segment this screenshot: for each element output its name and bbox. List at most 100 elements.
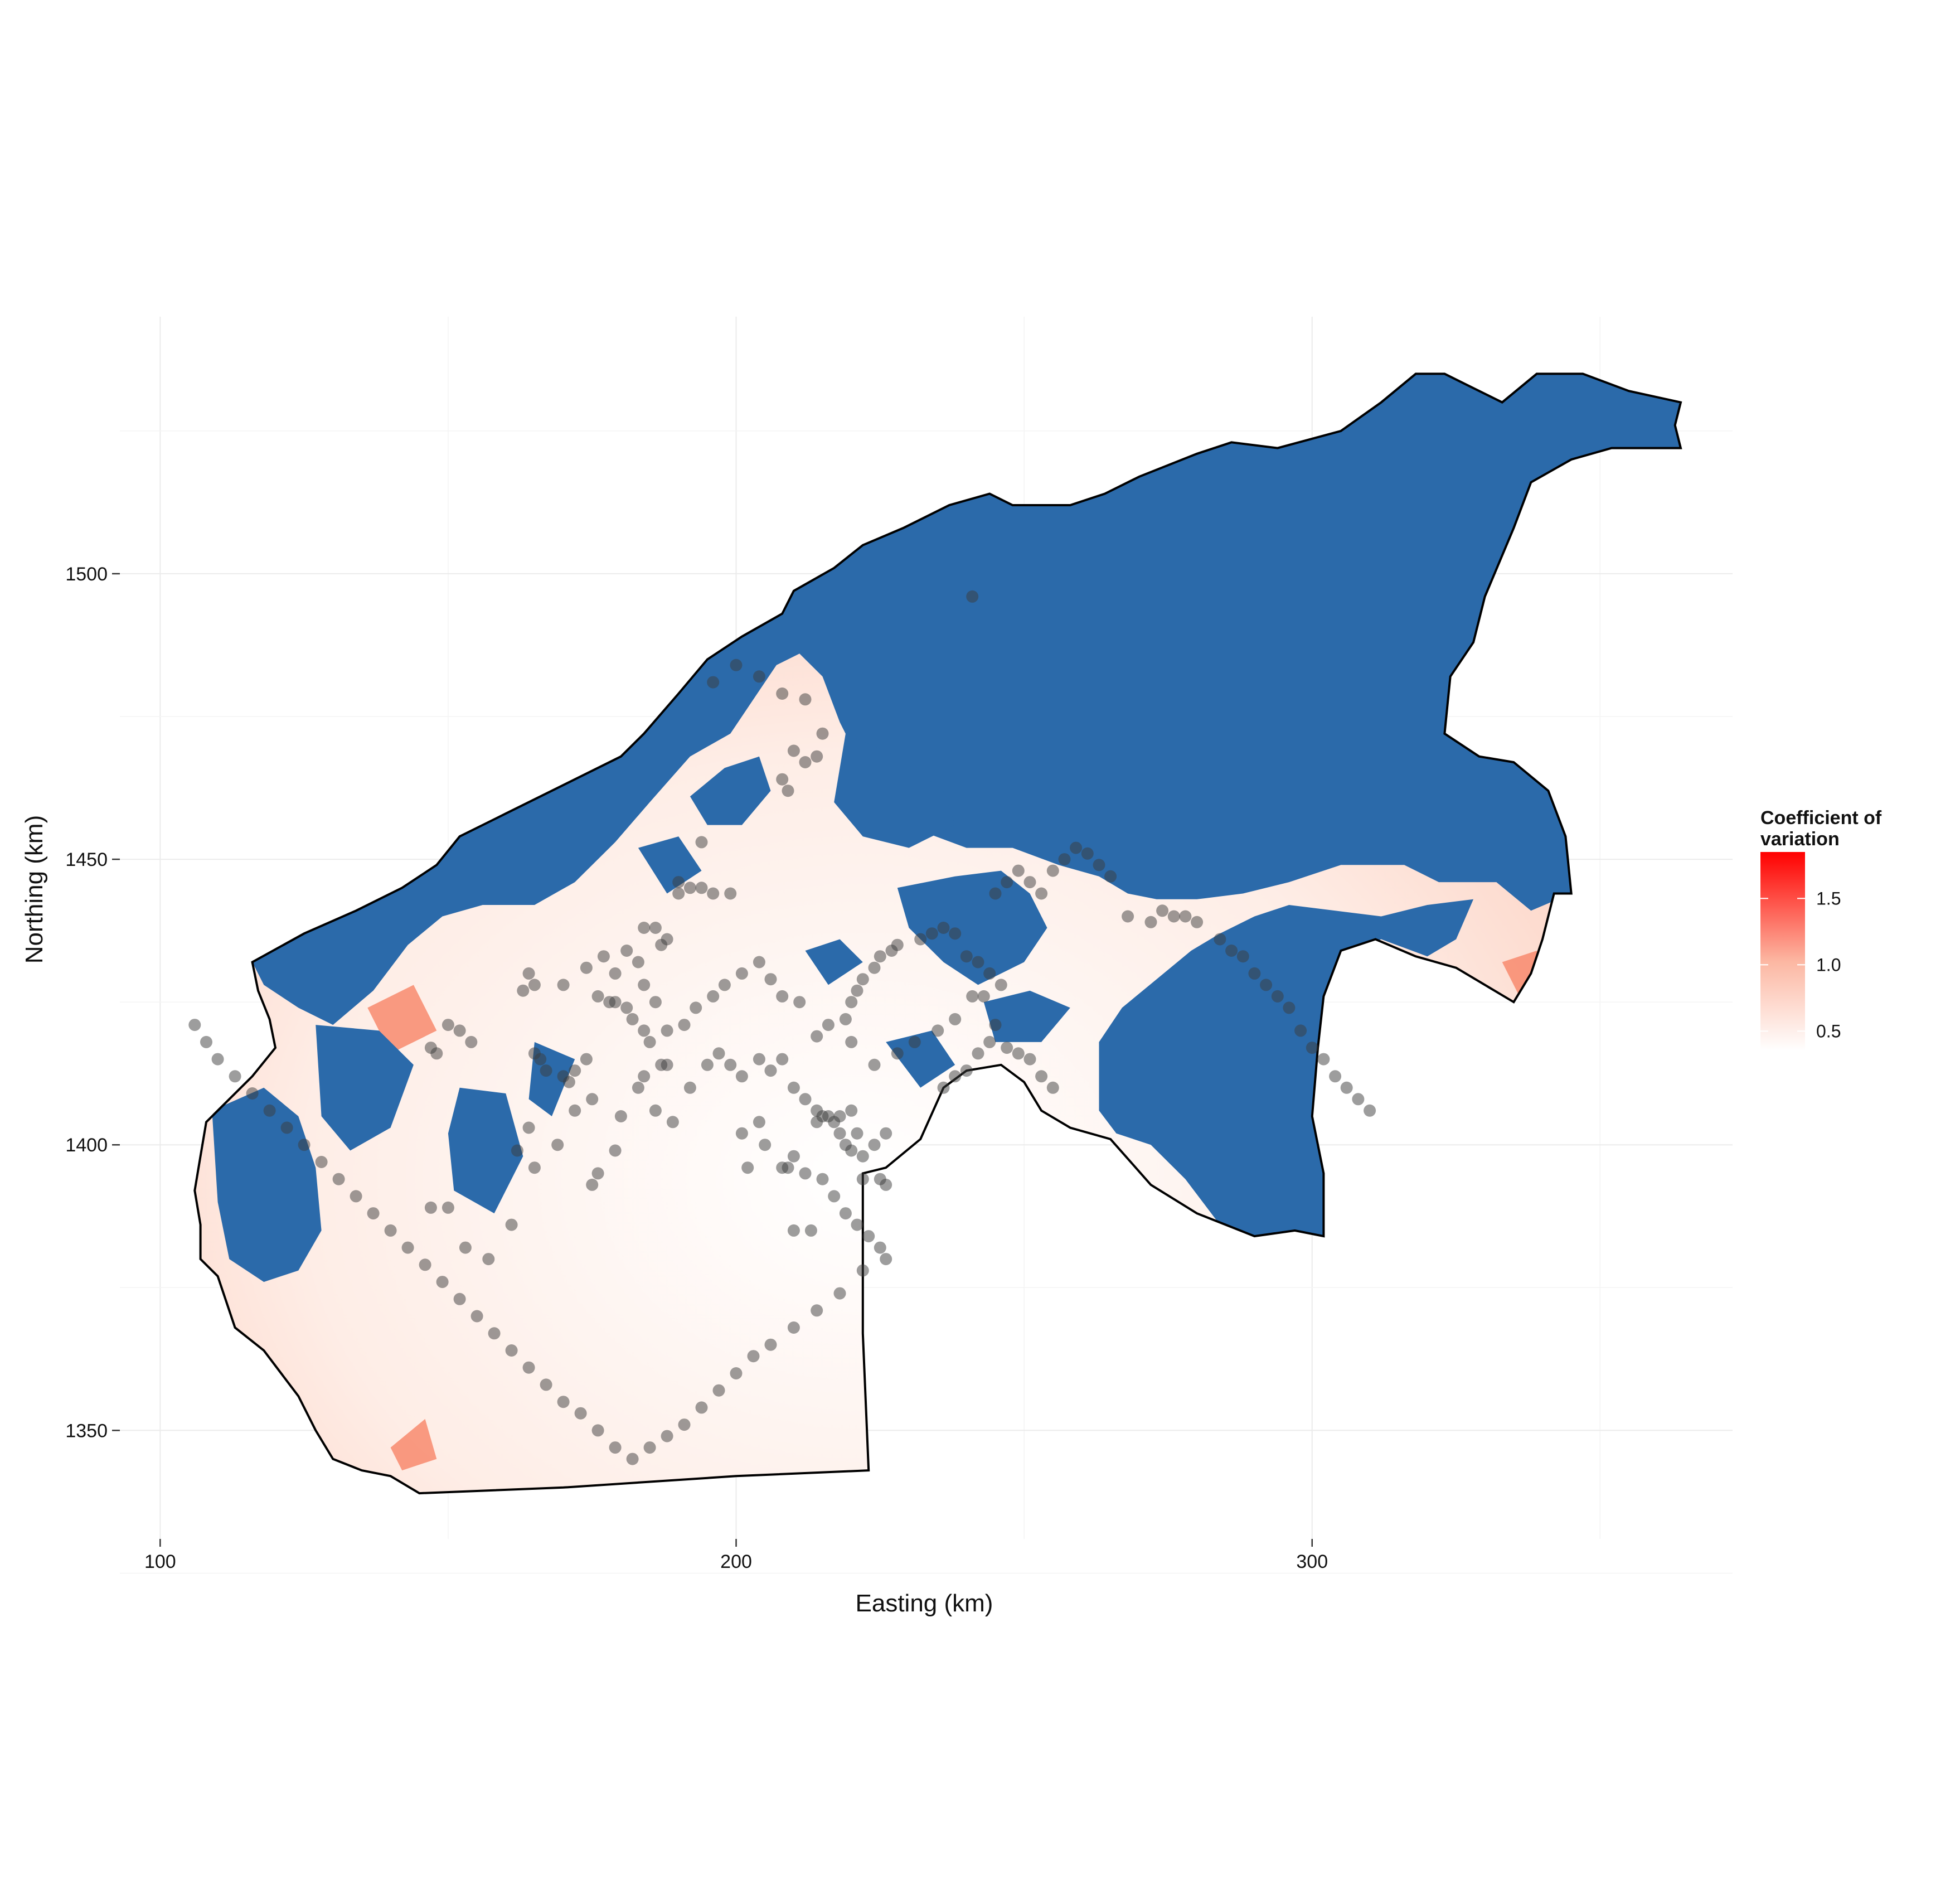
sample-point (424, 1201, 437, 1214)
sample-point (1191, 916, 1204, 928)
sample-point (1012, 1047, 1025, 1060)
sample-point (1046, 864, 1059, 877)
sample-point (436, 1276, 449, 1289)
sample-point (735, 1070, 748, 1083)
sample-point (482, 1253, 495, 1266)
cv-hotspot (367, 985, 437, 1054)
sample-point (517, 984, 530, 997)
sample-point (470, 1310, 483, 1323)
sample-point (1179, 910, 1192, 923)
sample-point (811, 1030, 823, 1043)
sample-point (620, 1001, 633, 1014)
masked-patch-central (886, 1030, 955, 1088)
sample-point (874, 950, 886, 963)
sample-point (960, 950, 973, 963)
sample-point (666, 1116, 679, 1129)
sample-point (880, 1127, 892, 1140)
sample-point (868, 961, 881, 974)
sample-point (787, 1224, 800, 1237)
legend-colorbar (1760, 852, 1805, 1051)
sample-point (787, 1321, 800, 1334)
sample-point (591, 1424, 604, 1437)
sample-point (828, 1190, 841, 1203)
sample-point (540, 1064, 552, 1077)
sample-point (569, 1104, 581, 1117)
sample-point (200, 1035, 212, 1048)
sample-point (672, 887, 685, 900)
masked-patch-central (638, 836, 702, 894)
sample-point (609, 967, 622, 980)
sample-point (522, 967, 535, 980)
sample-point (989, 887, 1002, 900)
sample-point (856, 1173, 869, 1185)
sample-point (712, 1384, 725, 1397)
sample-point (1058, 853, 1071, 866)
sample-point (989, 1019, 1002, 1032)
sample-point (638, 979, 651, 991)
sample-point (211, 1053, 224, 1066)
sample-point (707, 676, 720, 689)
sample-point (188, 1019, 201, 1032)
sample-point (1271, 990, 1284, 1003)
x-axis-title: Easting (km) (856, 1590, 993, 1617)
sample-point (949, 1070, 962, 1083)
sample-point (764, 1064, 777, 1077)
sample-point (839, 1013, 852, 1025)
sample-point (683, 1081, 696, 1094)
sample-point (626, 1013, 639, 1025)
sample-point (488, 1327, 501, 1340)
sample-point (804, 1224, 817, 1237)
sample-point (632, 1081, 644, 1094)
sample-point (442, 1201, 454, 1214)
sample-point (401, 1241, 414, 1254)
sample-point (580, 1053, 593, 1066)
sample-point (505, 1218, 518, 1231)
sample-point (764, 973, 777, 986)
sample-point (833, 1110, 846, 1122)
sample-point (430, 1047, 443, 1060)
legend-title-line-2: variation (1760, 829, 1840, 850)
sample-point (799, 1093, 812, 1106)
sample-point (811, 1304, 823, 1317)
sample-point (856, 973, 869, 986)
sample-point (562, 1076, 575, 1088)
sample-point (442, 1019, 454, 1032)
sample-point (1236, 950, 1249, 963)
sample-point (793, 996, 806, 1009)
sample-point (782, 785, 794, 797)
sample-point (845, 996, 858, 1009)
sample-point (1023, 1053, 1036, 1066)
sample-point (557, 1396, 570, 1408)
sample-point (569, 1064, 581, 1077)
sample-point (1104, 870, 1117, 883)
sample-point (753, 670, 765, 683)
sample-point (1283, 1001, 1296, 1014)
x-tick-label: 300 (1296, 1551, 1328, 1572)
sample-point (1364, 1104, 1376, 1117)
sample-point (712, 1047, 725, 1060)
sample-point (540, 1378, 552, 1391)
sample-point (263, 1104, 276, 1117)
masked-patch-west (448, 1087, 523, 1214)
sample-point (661, 1058, 673, 1071)
sample-point (1167, 910, 1180, 923)
sample-point (776, 1053, 789, 1066)
sample-point (643, 1035, 656, 1048)
y-tick-label: 1350 (65, 1420, 108, 1441)
data-layer (195, 374, 1681, 1494)
masked-patch-central (897, 870, 1047, 985)
sample-point (534, 1053, 547, 1066)
sample-point (718, 979, 731, 991)
sample-point (580, 961, 593, 974)
sample-point (528, 1161, 541, 1174)
legend-tick-label: 1.5 (1816, 888, 1841, 908)
sample-point (609, 996, 622, 1009)
sample-point (799, 1167, 812, 1180)
sample-point (937, 922, 950, 934)
sample-point (1144, 916, 1157, 928)
y-tick-label: 1400 (65, 1135, 108, 1156)
sample-point (891, 1047, 904, 1060)
sample-point (868, 1058, 881, 1071)
sample-point (949, 927, 962, 940)
